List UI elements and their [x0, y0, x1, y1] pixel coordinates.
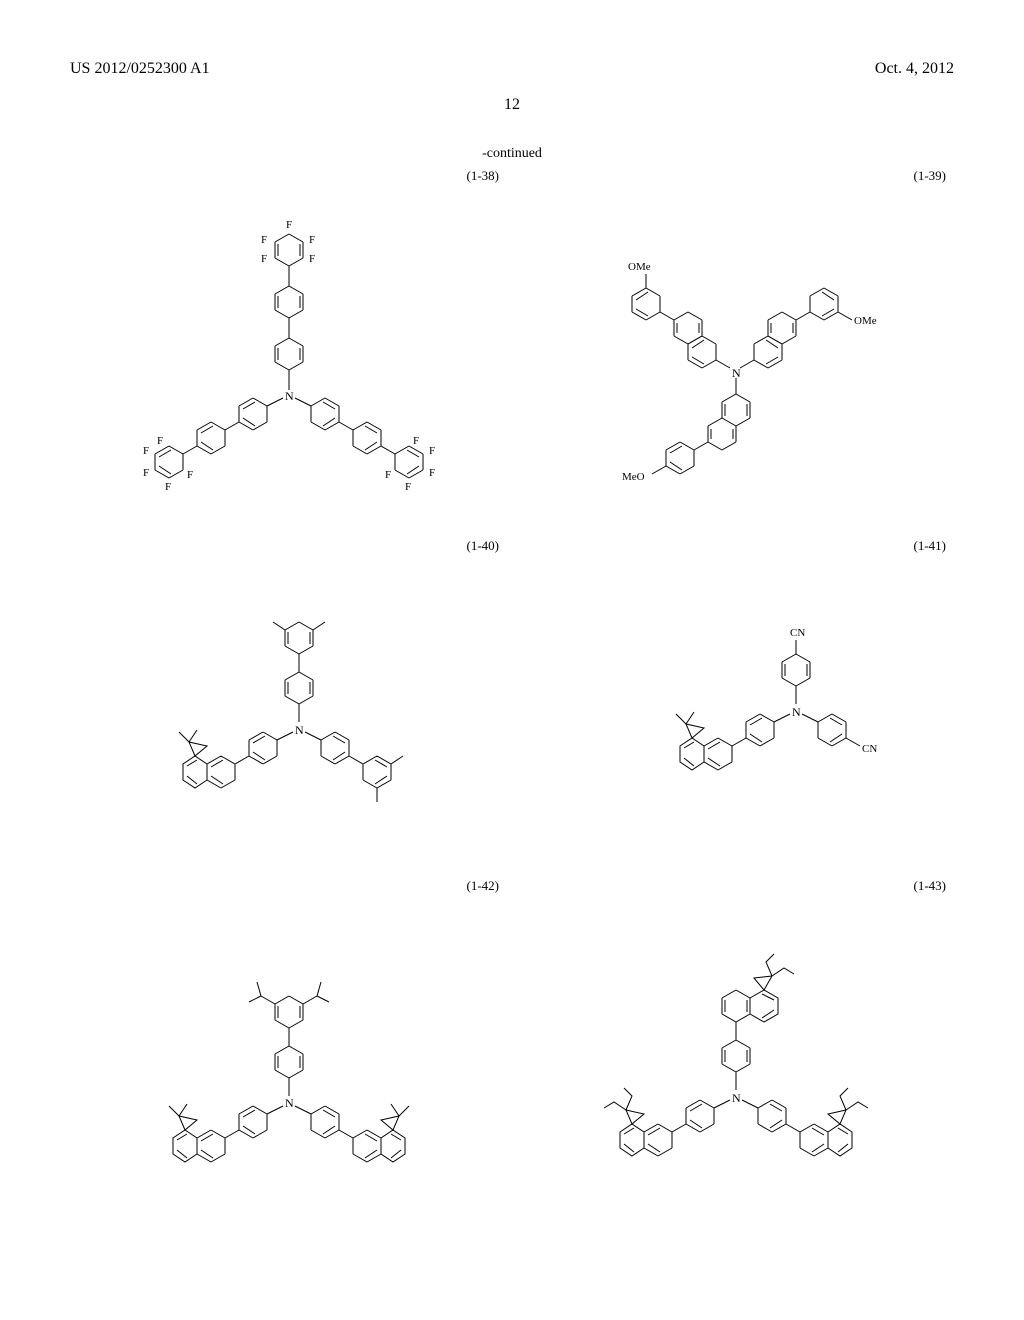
compound-label: (1-40) [467, 538, 500, 554]
svg-text:F: F [413, 435, 419, 447]
svg-text:F: F [165, 481, 171, 493]
svg-text:F: F [261, 234, 267, 246]
svg-text:F: F [429, 445, 435, 457]
svg-text:F: F [405, 481, 411, 493]
patent-page: US 2012/0252300 A1 Oct. 4, 2012 12 -cont… [0, 0, 1024, 1320]
svg-text:OMe: OMe [854, 315, 877, 327]
chemical-structure-1-42: N [89, 912, 489, 1232]
compound-cell-1-40: (1-40) N [70, 538, 507, 868]
compound-label: (1-41) [914, 538, 947, 554]
compound-label: (1-43) [914, 878, 947, 894]
svg-text:F: F [143, 445, 149, 457]
compound-cell-1-42: (1-42) N [70, 878, 507, 1238]
svg-text:N: N [285, 389, 294, 403]
compound-grid: (1-38) N [70, 168, 954, 1238]
svg-text:OMe: OMe [628, 261, 651, 273]
compound-cell-1-43: (1-43) N [517, 878, 954, 1238]
chemical-structure-1-41: N CN CN [546, 586, 926, 846]
svg-text:F: F [187, 469, 193, 481]
page-number: 12 [70, 96, 954, 114]
publication-number: US 2012/0252300 A1 [70, 60, 210, 78]
svg-text:CN: CN [790, 627, 805, 639]
svg-text:N: N [792, 705, 801, 719]
chemical-structure-1-38: N FF F FF [109, 192, 469, 532]
svg-text:N: N [732, 366, 741, 380]
svg-text:CN: CN [862, 743, 877, 755]
continued-label: -continued [70, 146, 954, 162]
svg-text:F: F [309, 234, 315, 246]
publication-date: Oct. 4, 2012 [875, 60, 954, 78]
compound-label: (1-38) [467, 168, 500, 184]
compound-label: (1-39) [914, 168, 947, 184]
svg-text:F: F [286, 219, 292, 231]
chemical-structure-1-43: N [526, 902, 946, 1242]
svg-text:F: F [309, 253, 315, 265]
svg-text:F: F [157, 435, 163, 447]
svg-text:N: N [295, 723, 304, 737]
svg-text:F: F [385, 469, 391, 481]
svg-text:MeO: MeO [622, 471, 645, 483]
compound-label: (1-42) [467, 878, 500, 894]
chemical-structure-1-39: N OMe [556, 202, 916, 522]
svg-text:F: F [261, 253, 267, 265]
chemical-structure-1-40: N [99, 566, 479, 866]
svg-text:N: N [285, 1096, 294, 1110]
svg-text:N: N [732, 1091, 741, 1105]
page-header: US 2012/0252300 A1 Oct. 4, 2012 [70, 60, 954, 78]
compound-cell-1-41: (1-41) N CN CN [517, 538, 954, 868]
svg-text:F: F [429, 467, 435, 479]
compound-cell-1-39: (1-39) N OMe [517, 168, 954, 528]
svg-text:F: F [143, 467, 149, 479]
compound-cell-1-38: (1-38) N [70, 168, 507, 528]
